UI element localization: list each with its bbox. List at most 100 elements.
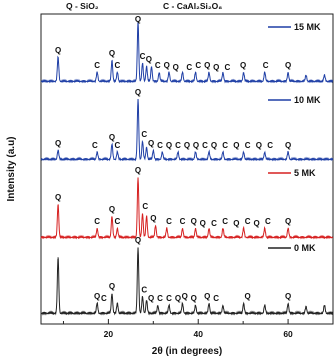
peak-point (96, 228, 98, 230)
peak-point (116, 303, 118, 305)
peak-point (150, 66, 153, 68)
peak-point (264, 305, 266, 307)
peak-label-quartz: Q (233, 219, 239, 228)
peak-label-anorthite: C (213, 294, 219, 303)
peak-label-anorthite: C (180, 217, 186, 226)
peak-label-quartz: Q (109, 282, 115, 291)
x-axis-label: 2θ (in degrees) (152, 346, 222, 357)
peak-point (243, 228, 245, 230)
peak-label-quartz: Q (173, 63, 179, 72)
peak-point (181, 228, 184, 230)
peak-point (158, 72, 160, 74)
peak-point (168, 72, 170, 74)
peak-point (96, 152, 98, 154)
legend-label: 15 MK (294, 22, 321, 32)
peak-label-anorthite: C (166, 217, 172, 226)
peak-label-quartz: Q (94, 292, 100, 301)
peak-label-quartz: Q (135, 236, 141, 245)
peak-point (57, 57, 59, 59)
peak-point (137, 21, 139, 23)
peak-label-quartz: Q (193, 141, 199, 150)
peak-point (116, 152, 118, 154)
peak-label-anorthite: C (101, 294, 107, 303)
peak-label-anorthite: C (114, 61, 120, 70)
peak-label-anorthite: C (225, 63, 231, 72)
peak-label-anorthite: C (211, 219, 217, 228)
peak-label-quartz: Q (135, 15, 141, 24)
peak-point (116, 72, 118, 74)
peak-point (145, 300, 148, 302)
peak-label-quartz: Q (150, 214, 156, 223)
peak-point (152, 150, 154, 152)
peak-label-anorthite: C (195, 61, 201, 70)
peak-point (194, 228, 197, 230)
peak-point (264, 72, 266, 74)
y-axis-label: Intensity (a.u) (6, 136, 17, 201)
peak-point (287, 72, 289, 74)
peak-label-quartz: Q (148, 294, 154, 303)
peak-label-quartz: Q (285, 61, 291, 70)
trace-0-mk (40, 247, 334, 316)
peak-label-quartz: Q (204, 292, 210, 301)
peak-label-anorthite: C (141, 286, 147, 295)
peak-point (141, 296, 144, 299)
peak-label-anorthite: C (114, 217, 120, 226)
peak-label-quartz: Q (211, 141, 217, 150)
peak-point (208, 72, 210, 74)
peak-point (194, 72, 197, 74)
peak-label-anorthite: C (222, 217, 228, 226)
peak-label-quartz: Q (109, 49, 115, 58)
peak-label-anorthite: C (186, 63, 192, 72)
peak-label-quartz: Q (55, 193, 61, 202)
peak-label-quartz: Q (184, 141, 190, 150)
peak-label-anorthite: C (265, 217, 271, 226)
peak-label-quartz: Q (109, 205, 115, 214)
peak-point (222, 72, 224, 74)
peak-label-quartz: Q (285, 217, 291, 226)
peak-label-quartz: Q (109, 133, 115, 142)
peak-point (57, 204, 59, 206)
peak-point (137, 99, 139, 101)
peak-point (141, 63, 144, 65)
peak-label-anorthite: C (245, 141, 251, 150)
peak-point (305, 75, 307, 77)
peak-point (96, 303, 98, 305)
peak-point (168, 305, 170, 307)
peak-point (194, 305, 197, 307)
peak-label-anorthite: C (142, 202, 148, 211)
peak-label-quartz: Q (285, 292, 291, 301)
x-tick-label: 20 (104, 329, 114, 339)
peak-label-anorthite: C (114, 141, 120, 150)
x-tick-label: 60 (283, 329, 293, 339)
peak-point (243, 72, 245, 74)
peak-point (154, 225, 157, 227)
peak-label-quartz: Q (233, 141, 239, 150)
peak-label-quartz: Q (55, 46, 61, 55)
peak-label-anorthite: C (157, 294, 163, 303)
peak-label-anorthite: C (222, 141, 228, 150)
peak-point (145, 66, 148, 68)
peak-label-quartz: Q (254, 219, 260, 228)
peak-label-quartz: Q (213, 63, 219, 72)
peak-label-anorthite: C (267, 141, 273, 150)
peak-label-quartz: Q (55, 139, 61, 148)
trace-10-mk (40, 99, 334, 162)
plot-frame (40, 13, 334, 325)
legend-label: 5 MK (294, 168, 316, 178)
peak-label-quartz: Q (245, 292, 251, 301)
x-axis: 20 40 60 (62, 319, 334, 339)
peak-label-anorthite: C (157, 141, 163, 150)
peak-point (287, 228, 289, 230)
peak-point (116, 228, 118, 230)
peak-point (264, 152, 266, 154)
peak-label-quartz: Q (166, 141, 172, 150)
peak-label-anorthite: C (202, 141, 208, 150)
peak-point (305, 306, 307, 308)
peak-label-anorthite: C (94, 217, 100, 226)
peak-point (111, 293, 113, 295)
peak-label-quartz: Q (175, 294, 181, 303)
